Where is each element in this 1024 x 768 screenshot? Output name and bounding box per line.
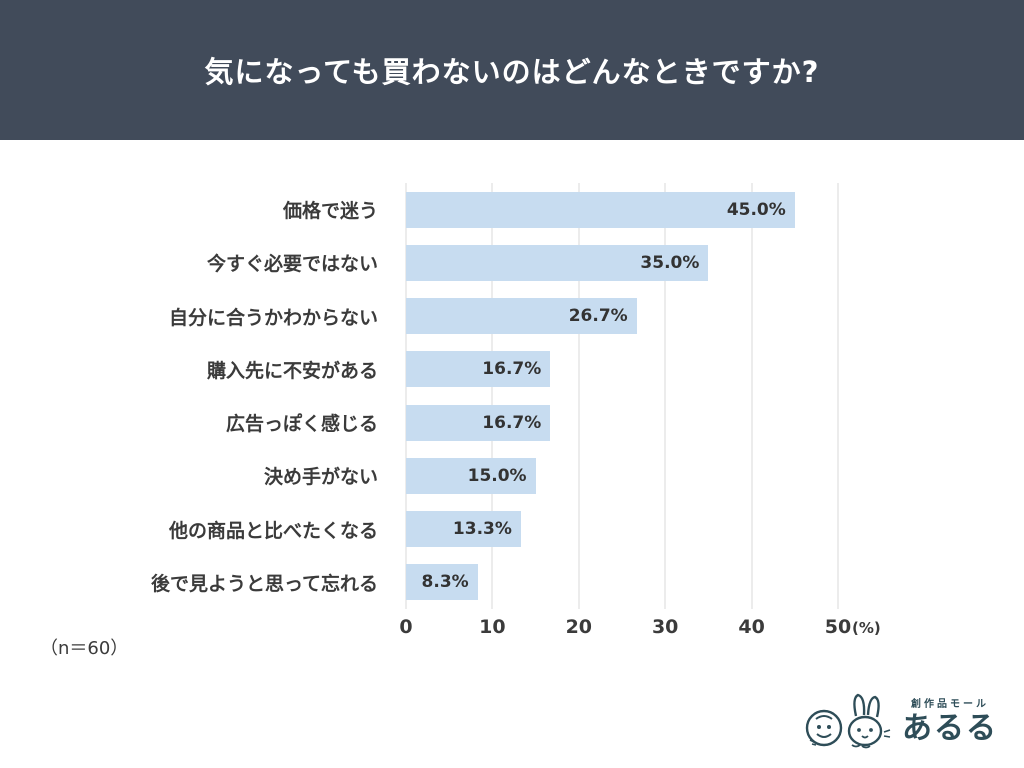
logo-tagline: 創作品モール	[911, 699, 989, 710]
bar-row: 35.0%	[406, 236, 838, 289]
logo-text: 創作品モール あるる	[902, 700, 998, 744]
gridline	[578, 183, 580, 609]
bar-row: 26.7%	[406, 290, 838, 343]
gridline	[491, 183, 493, 609]
bar-value-label: 16.7%	[482, 412, 542, 433]
bar-value-label: 8.3%	[421, 572, 469, 593]
gridline	[751, 183, 753, 609]
category-labels: 価格で迷う今すぐ必要ではない自分に合うかわからない購入先に不安がある広告っぽく感…	[0, 183, 392, 609]
x-tick-label: 30	[651, 616, 679, 638]
bar-value-label: 35.0%	[640, 252, 700, 273]
bar: 13.3%	[406, 511, 521, 548]
gridline	[405, 183, 407, 609]
bar: 16.7%	[406, 404, 551, 441]
bar-row: 16.7%	[406, 396, 838, 449]
bar: 45.0%	[406, 191, 795, 228]
category-label: 自分に合うかわからない	[168, 306, 378, 329]
x-axis: (%) 0 10 20 30 40 50	[399, 616, 880, 642]
bar-value-label: 16.7%	[482, 359, 542, 380]
category-label: 後で見ようと思って忘れる	[150, 572, 378, 595]
chart-title: 気になっても買わないのはどんなときですか?	[204, 55, 820, 89]
x-tick-label: 50	[824, 616, 852, 638]
bar: 16.7%	[406, 351, 551, 388]
logo-brand: あるる	[902, 711, 998, 746]
bar: 15.0%	[406, 457, 536, 494]
bar-value-label: 45.0%	[726, 199, 786, 220]
bar: 35.0%	[406, 244, 709, 281]
category-label: 広告っぽく感じる	[225, 413, 378, 436]
x-tick-label: 0	[399, 616, 413, 638]
brand-logo: 創作品モール あるる	[800, 688, 998, 756]
sample-size-note: （n＝60）	[40, 638, 129, 659]
category-label: 購入先に不安がある	[206, 359, 378, 382]
bar-row: 15.0%	[406, 449, 838, 502]
bar-rows: 45.0% 35.0% 26.7% 16.7% 16.7% 15.0% 13.3% 8.3%	[406, 183, 838, 609]
plot-area: 45.0% 35.0% 26.7% 16.7% 16.7% 15.0% 13.3% 8.3%	[405, 183, 839, 609]
category-label: 価格で迷う	[282, 200, 378, 223]
gridlines	[405, 183, 839, 609]
bar-value-label: 26.7%	[568, 306, 628, 327]
category-label: 他の商品と比べたくなる	[168, 519, 378, 542]
bar-value-label: 13.3%	[452, 519, 512, 540]
x-axis-unit-label: (%)	[852, 619, 881, 637]
bar-row: 16.7%	[406, 343, 838, 396]
bar: 26.7%	[406, 298, 637, 335]
gridline	[664, 183, 666, 609]
category-label: 決め手がない	[263, 466, 378, 489]
bar-row: 8.3%	[406, 556, 838, 609]
bar: 8.3%	[406, 564, 478, 601]
x-tick-label: 40	[738, 616, 765, 638]
chart-title-banner: 気になっても買わないのはどんなときですか?	[0, 0, 1024, 140]
x-tick-label: 20	[565, 616, 593, 638]
rabbit-mascot-icon	[800, 688, 898, 756]
category-label: 今すぐ必要ではない	[206, 253, 378, 276]
bar-value-label: 15.0%	[467, 465, 527, 486]
bar-row: 13.3%	[406, 503, 838, 556]
bar-row: 45.0%	[406, 183, 838, 236]
x-tick-label: 10	[479, 616, 506, 638]
gridline	[837, 183, 839, 609]
